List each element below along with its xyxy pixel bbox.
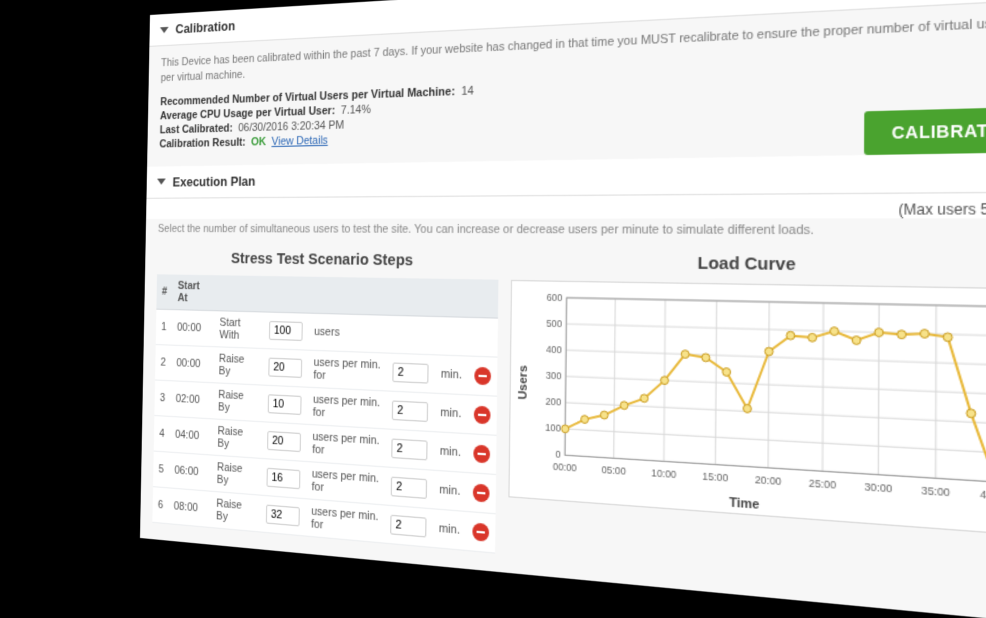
col-start: Start At — [172, 274, 215, 310]
svg-text:600: 600 — [547, 291, 563, 303]
step-duration-input[interactable] — [393, 362, 429, 383]
svg-text:100: 100 — [545, 421, 561, 434]
step-num: 4 — [154, 415, 170, 452]
step-num: 2 — [155, 344, 171, 380]
step-action: Raise By — [212, 419, 262, 459]
col-num: # — [156, 274, 172, 309]
rec-users-value: 14 — [461, 84, 474, 98]
steps-title: Stress Test Scenario Steps — [157, 249, 499, 271]
step-min-unit: min. — [434, 393, 468, 433]
step-unit: users per min. for — [306, 461, 386, 504]
step-action: Raise By — [211, 455, 261, 495]
step-action: Raise By — [213, 382, 263, 421]
svg-text:30:00: 30:00 — [864, 480, 892, 495]
step-time: 08:00 — [168, 488, 211, 528]
step-duration-input[interactable] — [391, 476, 427, 498]
svg-text:200: 200 — [545, 395, 561, 408]
step-num: 6 — [152, 486, 168, 523]
svg-text:40:00: 40:00 — [980, 487, 986, 502]
chevron-down-icon — [157, 179, 166, 185]
svg-text:25:00: 25:00 — [809, 476, 837, 491]
step-min-unit: min. — [433, 470, 467, 511]
chart-column: Load Curve Users 0 100 200 300 400 500 600 00:0… — [508, 247, 986, 600]
step-duration-input[interactable] — [392, 438, 428, 460]
execution-content: Stress Test Scenario Steps # Start At 10… — [140, 245, 986, 618]
chart-svg: 0 100 200 300 400 500 600 00:00 05:00 10:00 15:00 2… — [533, 288, 986, 512]
svg-text:15:00: 15:00 — [702, 470, 728, 484]
step-min-unit: min. — [434, 354, 468, 394]
step-num: 1 — [156, 309, 172, 345]
svg-text:0: 0 — [555, 448, 561, 460]
svg-text:300: 300 — [546, 369, 562, 381]
calibration-result-status: OK — [251, 135, 266, 148]
step-time: 02:00 — [170, 380, 213, 418]
step-time: 04:00 — [169, 416, 212, 455]
remove-step-icon[interactable] — [474, 405, 491, 424]
step-value-input[interactable] — [269, 321, 303, 341]
svg-text:400: 400 — [546, 343, 562, 355]
remove-step-icon[interactable] — [473, 444, 490, 463]
remove-step-icon[interactable] — [473, 483, 490, 502]
execution-title: Execution Plan — [172, 173, 255, 189]
remove-step-icon[interactable] — [474, 366, 491, 384]
svg-text:00:00: 00:00 — [553, 460, 577, 473]
svg-text:20:00: 20:00 — [755, 473, 782, 487]
calibration-result-label: Calibration Result: — [159, 136, 245, 150]
remove-step-icon[interactable] — [472, 522, 489, 541]
svg-text:500: 500 — [546, 317, 562, 329]
steps-table: # Start At 100:00Start Withusers200:00Ra… — [152, 274, 498, 553]
step-value-input[interactable] — [268, 394, 302, 415]
step-min-unit: min. — [432, 508, 466, 550]
step-num: 3 — [154, 380, 170, 416]
step-action: Raise By — [213, 346, 263, 384]
step-num: 5 — [153, 451, 169, 488]
svg-text:10:00: 10:00 — [651, 466, 677, 480]
svg-text:05:00: 05:00 — [601, 463, 626, 477]
step-duration-input[interactable] — [392, 400, 428, 422]
step-unit: users per min. for — [308, 350, 388, 391]
last-calibrated-label: Last Calibrated: — [160, 122, 233, 136]
chart-title: Load Curve — [511, 252, 986, 278]
steps-column: Stress Test Scenario Steps # Start At 10… — [152, 245, 498, 554]
step-unit: users per min. for — [306, 424, 386, 467]
avg-cpu-value: 7.14% — [341, 103, 371, 117]
step-time: 06:00 — [169, 452, 212, 491]
app-viewport: Calibration This Device has been calibra… — [140, 0, 986, 618]
step-value-input[interactable] — [266, 504, 300, 526]
step-value-input[interactable] — [267, 431, 301, 452]
load-curve-chart: Users 0 100 200 300 400 500 600 00:00 05:00 10:00… — [508, 280, 986, 535]
step-value-input[interactable] — [267, 467, 301, 488]
svg-text:35:00: 35:00 — [921, 484, 950, 499]
view-details-link[interactable]: View Details — [272, 134, 328, 148]
step-time: 00:00 — [171, 345, 214, 383]
y-axis-label: Users — [517, 366, 530, 401]
chevron-down-icon — [160, 26, 169, 32]
step-action: Raise By — [211, 491, 261, 532]
step-duration-input[interactable] — [390, 514, 426, 537]
calibrate-button[interactable]: CALIBRATE — [864, 106, 986, 154]
calibration-title: Calibration — [175, 18, 235, 37]
step-min-unit: min. — [433, 431, 467, 472]
step-unit: users — [308, 313, 469, 356]
step-value-input[interactable] — [269, 357, 303, 377]
step-unit: users per min. for — [305, 498, 385, 542]
last-calibrated-value: 06/30/2016 3:20:34 PM — [238, 119, 344, 134]
step-action: Start With — [214, 310, 264, 348]
step-unit: users per min. for — [307, 387, 387, 429]
step-time: 00:00 — [171, 309, 214, 346]
